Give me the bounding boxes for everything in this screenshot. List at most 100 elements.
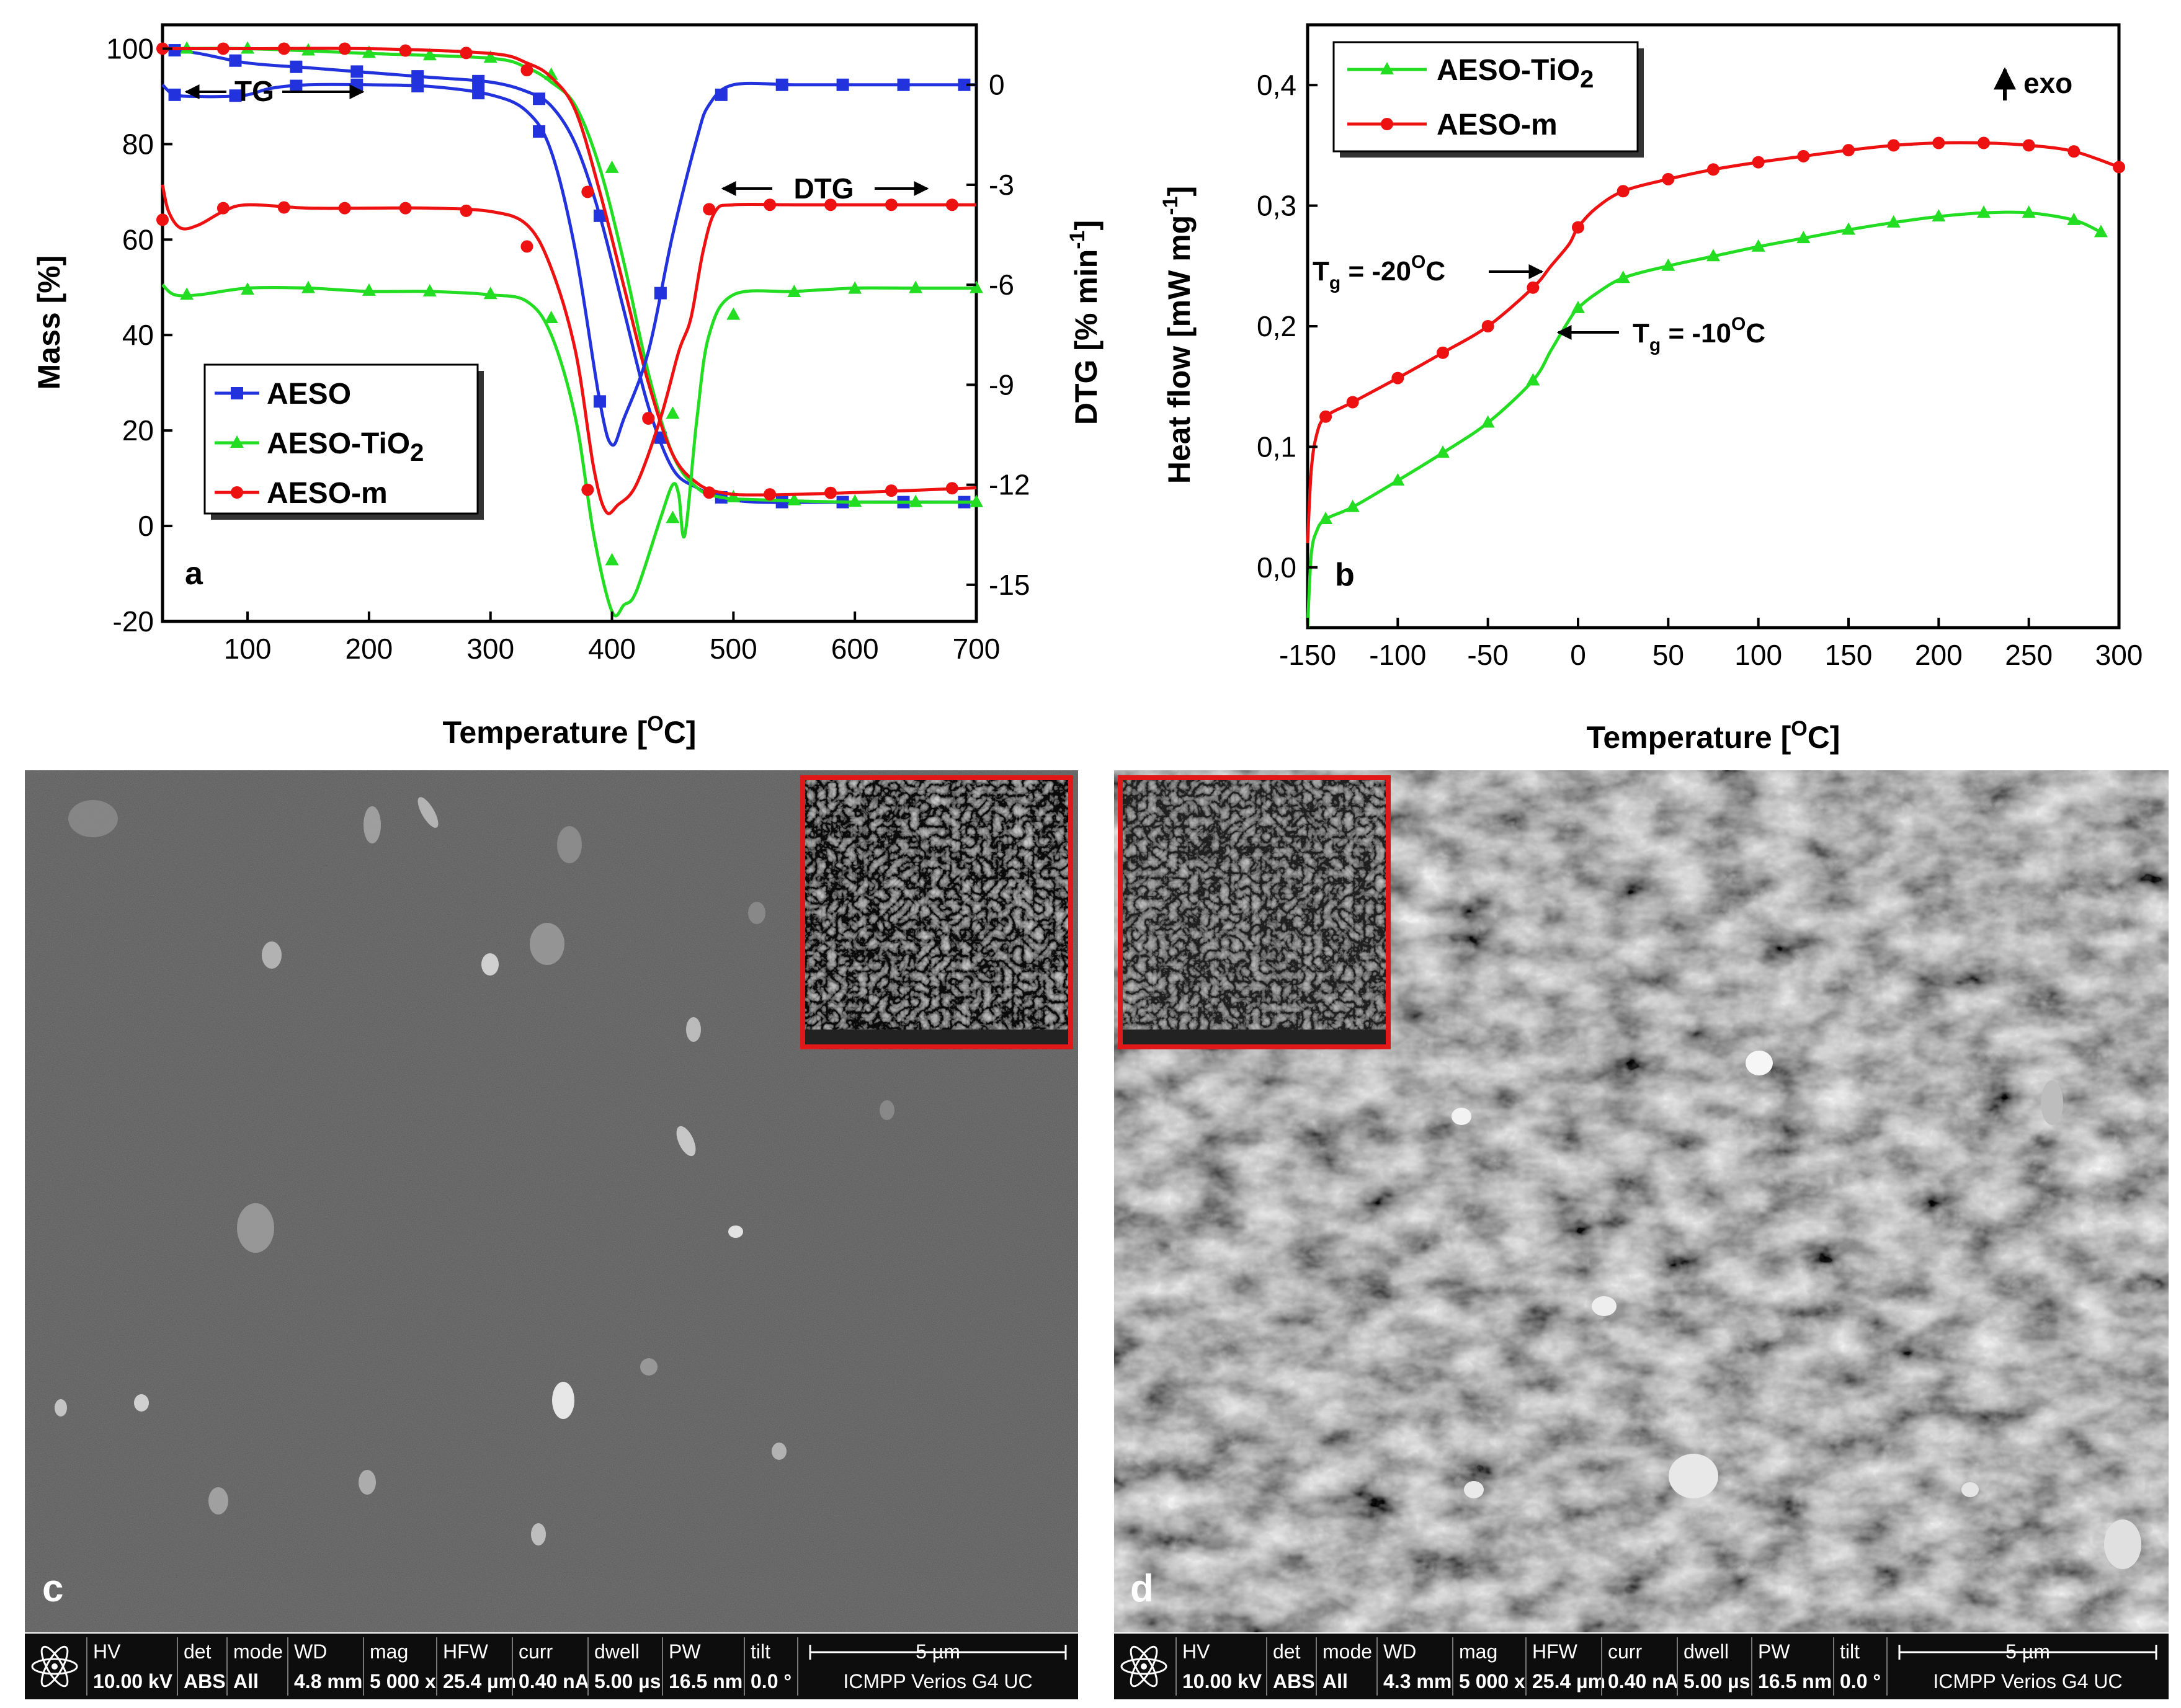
y2-tick-label: -9 <box>989 368 1014 401</box>
tg-annotation-aeso-tio2: Tg = -10OC <box>1556 314 1765 355</box>
data-point <box>533 92 546 105</box>
x-tick-label: 250 <box>2005 639 2053 671</box>
data-point <box>824 198 837 211</box>
x-tick-label: 100 <box>224 633 272 665</box>
sem-header: mode <box>1322 1640 1372 1663</box>
y2-axis-title-a: DTG [% min-1] <box>1066 220 1104 425</box>
data-point <box>726 489 741 502</box>
data-point <box>666 510 680 523</box>
dtg-label: DTG <box>793 172 854 205</box>
panel-a-chart: 100 200 300 400 500 600 700 -20 0 20 40 60 80 100 0 -3 -… <box>32 23 1104 750</box>
data-point <box>1346 396 1359 409</box>
sem-value: 25.4 µm <box>1532 1670 1605 1692</box>
data-point <box>654 287 667 300</box>
sem-c-particles <box>55 797 894 1546</box>
data-point <box>2022 139 2035 152</box>
data-point <box>848 281 862 294</box>
data-point <box>909 494 923 507</box>
series-markers-b-0 <box>1319 205 2108 525</box>
svg-text:Tg = -10OC: Tg = -10OC <box>1633 314 1765 355</box>
data-point <box>1886 215 1901 228</box>
x-tick-label: 300 <box>466 633 514 665</box>
data-point <box>581 483 594 496</box>
x-tick-label: -50 <box>1467 639 1508 671</box>
sem-header: det <box>184 1640 212 1663</box>
data-point <box>399 202 412 215</box>
data-point <box>824 486 837 499</box>
data-point <box>1662 172 1675 185</box>
sem-header: WD <box>1383 1640 1416 1663</box>
sem-header: mode <box>233 1640 283 1663</box>
data-point <box>1526 373 1540 386</box>
series-markers-5 <box>156 198 958 496</box>
data-point <box>1319 410 1332 423</box>
data-point <box>848 494 862 507</box>
legend-marker <box>1380 62 1394 74</box>
data-point <box>533 125 546 138</box>
sem-header: mag <box>1459 1640 1497 1663</box>
series-markers-4 <box>180 280 983 566</box>
data-point <box>422 48 437 61</box>
tg-annotation: TG <box>184 75 365 107</box>
sem-header: dwell <box>1684 1640 1729 1663</box>
data-point <box>593 209 606 222</box>
data-point <box>520 240 533 253</box>
series-line-aeso-m-tg <box>163 47 977 497</box>
x-tick-label: -150 <box>1279 639 1336 671</box>
instrument-label: ICMPP Verios G4 UC <box>1933 1670 2122 1692</box>
exo-indicator: exo <box>1994 67 2072 100</box>
data-point <box>2067 145 2081 158</box>
data-point <box>1977 205 1991 218</box>
data-point <box>581 185 594 198</box>
sem-image-d: d <box>1114 770 2169 1632</box>
data-point <box>338 42 351 55</box>
data-point <box>472 87 485 100</box>
data-point <box>1572 221 1584 234</box>
sem-header: tilt <box>751 1640 770 1663</box>
dtg-annotation: DTG <box>721 172 929 205</box>
data-point <box>290 60 303 73</box>
data-point <box>1932 209 1946 222</box>
data-point <box>460 204 473 217</box>
series-markers-1 <box>180 41 983 507</box>
data-point <box>411 70 424 83</box>
data-point <box>764 488 777 501</box>
data-point <box>156 213 169 226</box>
data-point <box>1391 371 1404 385</box>
legend-label: AESO-TiO2 <box>1437 54 1594 93</box>
data-point <box>422 283 437 296</box>
data-point <box>836 78 849 91</box>
sem-header: curr <box>519 1640 553 1663</box>
y2-tick-label: -3 <box>989 169 1014 201</box>
y-axis-title-b: Heat flow [mW mg-1] <box>1159 186 1197 484</box>
sem-value: 0.40 nA <box>519 1670 589 1692</box>
y-tick-label: 20 <box>122 414 154 447</box>
data-point <box>2022 205 2036 218</box>
data-point <box>1617 185 1630 198</box>
legend-marker <box>1381 118 1393 130</box>
ticks-layer-a: 100 200 300 400 500 600 700 -20 0 20 40 60 80 100 0 -3 -… <box>106 32 1030 665</box>
sem-value: 16.5 nm <box>669 1670 743 1692</box>
sem-info-bar-c: HV 10.00 kV det ABS mode All WD 4.8 mm mag 5 000 … <box>25 1634 1078 1699</box>
sem-value: 0.0 ° <box>1840 1670 1881 1692</box>
x-tick-label: 400 <box>588 633 636 665</box>
data-point <box>605 553 619 566</box>
data-point <box>970 280 983 293</box>
sem-value: 0.40 nA <box>1608 1670 1679 1692</box>
y-tick-label: 0,0 <box>1257 551 1296 584</box>
x-axis-title-b: Temperature [OC] <box>1587 717 1840 755</box>
y-tick-label: 0,4 <box>1257 69 1296 101</box>
data-point <box>970 494 983 507</box>
sem-header: HFW <box>443 1640 489 1663</box>
sem-header: WD <box>294 1640 327 1663</box>
data-point <box>885 484 898 497</box>
data-point <box>1887 139 1900 152</box>
data-point <box>703 486 716 499</box>
data-point <box>483 287 497 300</box>
panel-label-b: b <box>1335 557 1355 593</box>
scale-bar-label: 5 µm <box>916 1640 960 1663</box>
y-tick-label: 40 <box>122 319 154 351</box>
sem-header: det <box>1273 1640 1301 1663</box>
y-tick-label: 60 <box>122 223 154 256</box>
sem-header: mag <box>370 1640 408 1663</box>
